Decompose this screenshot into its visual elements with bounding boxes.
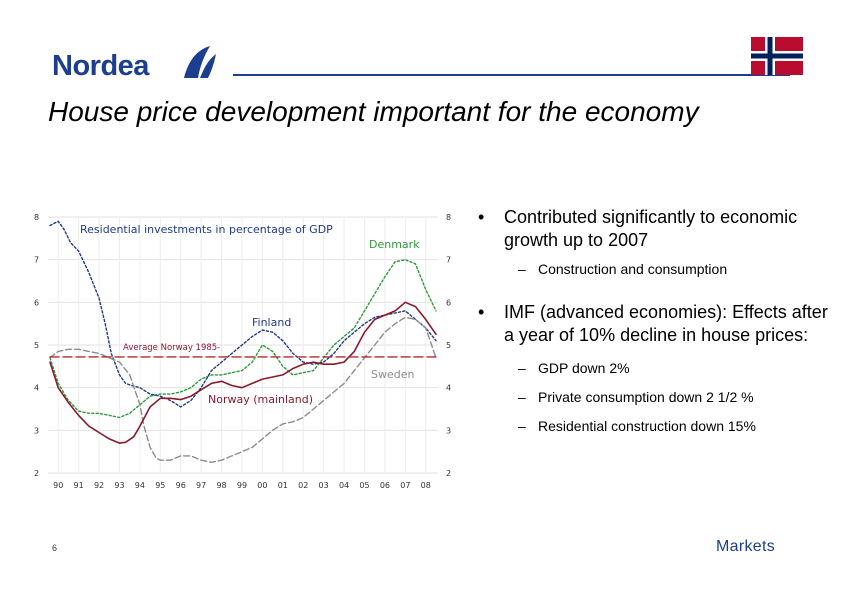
x-tick-label: 00: [257, 481, 267, 490]
series-label-denmark: Denmark: [369, 238, 420, 251]
dash-icon: –: [518, 360, 526, 376]
x-tick-label: 90: [53, 481, 63, 490]
header-rule: [233, 74, 790, 76]
page-number: 6: [52, 543, 58, 553]
bullet-dot: •: [478, 207, 485, 227]
bullet-2-sub-3: – Residential construction down 15%: [478, 417, 828, 435]
y-tick-label: 2: [446, 469, 451, 478]
page-title: House price development important for th…: [48, 96, 699, 127]
y-axis-left: 2 3 4 5 6 7 8: [34, 213, 39, 478]
series-label-norway: Norway (mainland): [208, 393, 313, 406]
bullet-2-sub-3-text: Residential construction down 15%: [538, 418, 756, 434]
y-tick-label: 3: [446, 426, 451, 435]
dash-icon: –: [518, 389, 526, 405]
markets-brand: Markets: [716, 538, 775, 555]
bullet-list: • Contributed significantly to economic …: [478, 206, 828, 446]
y-tick-label: 4: [34, 384, 39, 393]
y-tick-label: 2: [34, 469, 39, 478]
bullet-2-sub-1-text: GDP down 2%: [538, 360, 630, 376]
x-tick-label: 92: [94, 481, 104, 490]
x-tick-label: 97: [196, 481, 206, 490]
bullet-1-sub-1: – Construction and consumption: [478, 260, 828, 278]
y-tick-label: 7: [34, 256, 39, 265]
x-tick-label: 02: [298, 481, 308, 490]
chart-title: Residential investments in percentage of…: [80, 223, 333, 236]
x-tick-label: 95: [155, 481, 165, 490]
bullet-2: • IMF (advanced economies): Effects afte…: [478, 301, 828, 347]
x-tick-label: 98: [216, 481, 226, 490]
x-tick-label: 08: [421, 481, 431, 490]
dash-icon: –: [518, 261, 526, 277]
chart-grid: [48, 216, 438, 474]
y-tick-label: 8: [34, 213, 39, 222]
x-axis: 90 91 92 93 94 95 96 97 98 99 00 01 02 03 04 05 06 07 08: [53, 481, 431, 490]
bullet-2-text: IMF (advanced economies): Effects after …: [504, 302, 828, 345]
bullet-dot: •: [478, 302, 485, 322]
series-line-finland: [49, 220, 437, 408]
x-tick-label: 03: [319, 481, 329, 490]
bullet-2-sub-2-text: Private consumption down 2 1/2 %: [538, 389, 754, 405]
x-tick-label: 91: [74, 481, 84, 490]
y-tick-label: 5: [34, 341, 39, 350]
y-tick-label: 4: [446, 384, 451, 393]
x-tick-label: 96: [176, 481, 186, 490]
x-tick-label: 94: [135, 481, 145, 490]
series-label-finland: Finland: [252, 316, 291, 329]
x-tick-label: 04: [339, 481, 349, 490]
x-tick-label: 07: [400, 481, 410, 490]
bullet-2-sub-1: – GDP down 2%: [478, 359, 828, 377]
bullet-1-text: Contributed significantly to economic gr…: [504, 207, 798, 250]
x-tick-label: 93: [114, 481, 124, 490]
chart-series: [49, 220, 437, 463]
bullet-2-sub-2: – Private consumption down 2 1/2 %: [478, 388, 828, 406]
series-label-sweden: Sweden: [371, 368, 414, 381]
bullet-1-sub-1-text: Construction and consumption: [538, 261, 728, 277]
residential-investment-chart: 2 3 4 5 6 7 8 2 3 4 5 6 7 8 90 91 92 93 94 95 96 97 98 99 00 01…: [28, 203, 458, 495]
series-line-norway-mainland: [49, 301, 437, 444]
series-line-sweden: [49, 316, 437, 463]
sail-icon: [184, 46, 216, 78]
bullet-1: • Contributed significantly to economic …: [478, 206, 828, 252]
series-line-denmark: [49, 259, 437, 419]
y-tick-label: 8: [446, 213, 451, 222]
x-tick-label: 05: [359, 481, 369, 490]
norway-flag-icon: [751, 37, 803, 75]
y-tick-label: 3: [34, 426, 39, 435]
x-tick-label: 06: [380, 481, 390, 490]
x-tick-label: 01: [278, 481, 288, 490]
x-tick-label: 99: [237, 481, 247, 490]
y-tick-label: 6: [446, 298, 451, 307]
nordea-logo: Nordea: [52, 44, 222, 84]
y-tick-label: 6: [34, 298, 39, 307]
series-label-average-norway: Average Norway 1985-: [123, 343, 220, 353]
y-axis-right: 2 3 4 5 6 7 8: [446, 213, 451, 478]
dash-icon: –: [518, 418, 526, 434]
logo-wordmark: Nordea: [52, 50, 149, 82]
y-tick-label: 7: [446, 256, 451, 265]
y-tick-label: 5: [446, 341, 451, 350]
